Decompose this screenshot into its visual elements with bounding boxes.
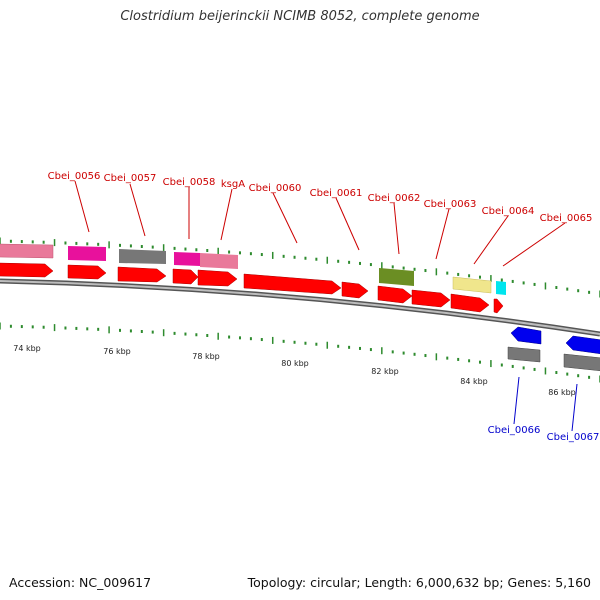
cds-arrow-reverse-cbei-0066[interactable] [510, 326, 542, 345]
gene-label[interactable]: Cbei_0061 [310, 188, 363, 199]
gene-label[interactable]: ksgA [221, 179, 245, 190]
gene-label[interactable]: Cbei_0058 [163, 177, 216, 188]
cds-arrow[interactable] [493, 298, 504, 314]
gene-label[interactable]: Cbei_0064 [482, 206, 535, 217]
gene-label[interactable]: Cbei_0066 [488, 425, 541, 436]
scale-labels: 74 kbp 76 kbp 78 kbp 80 kbp 82 kbp 84 kb… [13, 344, 576, 397]
genome-summary: Topology: circular; Length: 6,000,632 bp… [247, 575, 591, 590]
cds-arrow[interactable] [243, 273, 342, 295]
cds-arrow[interactable] [411, 289, 451, 308]
scale-label: 74 kbp [13, 344, 41, 353]
gene-block-cbei-0058[interactable] [174, 252, 200, 266]
gene-block-cbei-0066[interactable] [507, 346, 541, 363]
gene-block-cbei-0056[interactable] [68, 246, 106, 261]
outer-tick-row [0, 237, 600, 298]
scale-label: 86 kbp [548, 388, 576, 397]
cds-arrow[interactable] [197, 269, 238, 287]
scale-label: 84 kbp [460, 377, 488, 386]
gene-label[interactable]: Cbei_0067 [547, 432, 600, 443]
gene-block-left-pink[interactable] [0, 243, 54, 259]
forward-cds-row [0, 262, 504, 314]
cds-arrow[interactable] [67, 264, 107, 280]
cds-arrow[interactable] [450, 293, 490, 313]
cds-arrow[interactable] [341, 281, 369, 299]
scale-label: 80 kbp [281, 359, 309, 368]
cds-arrow[interactable] [377, 285, 413, 304]
gene-label[interactable]: Cbei_0060 [249, 183, 302, 194]
gene-block-cbei-0065[interactable] [496, 281, 506, 295]
gene-block-cbei-0057[interactable] [119, 249, 166, 264]
gene-block-cbei-0064[interactable] [452, 276, 492, 294]
cds-arrow-reverse-cbei-0067[interactable] [565, 335, 600, 354]
accession-label: Accession: NC_009617 [9, 575, 152, 590]
label-leader-lines [74, 180, 578, 432]
gene-block-cbei-0067[interactable] [563, 353, 600, 372]
gene-label[interactable]: Cbei_0063 [424, 199, 477, 210]
map-title: Clostridium beijerinckii NCIMB 8052, com… [120, 9, 480, 24]
cds-arrow[interactable] [117, 266, 167, 283]
gene-label[interactable]: Cbei_0065 [540, 213, 593, 224]
gene-label[interactable]: Cbei_0062 [368, 193, 421, 204]
gene-label[interactable]: Cbei_0056 [48, 171, 101, 182]
inner-tick-row [0, 322, 600, 383]
reverse-cds-row [507, 326, 600, 372]
gene-color-row [0, 243, 506, 295]
scale-label: 82 kbp [371, 367, 399, 376]
cds-arrow[interactable] [0, 262, 54, 278]
scale-label: 78 kbp [192, 352, 220, 361]
scale-label: 76 kbp [103, 347, 131, 356]
gene-label[interactable]: Cbei_0057 [104, 173, 157, 184]
gene-block-cbei-0062[interactable] [379, 268, 414, 286]
gene-block-ksga[interactable] [200, 253, 238, 269]
gene-labels: Cbei_0056 Cbei_0057 Cbei_0058 ksgA Cbei_… [48, 171, 600, 443]
genome-backbone [0, 278, 600, 337]
cds-arrow[interactable] [172, 268, 199, 285]
